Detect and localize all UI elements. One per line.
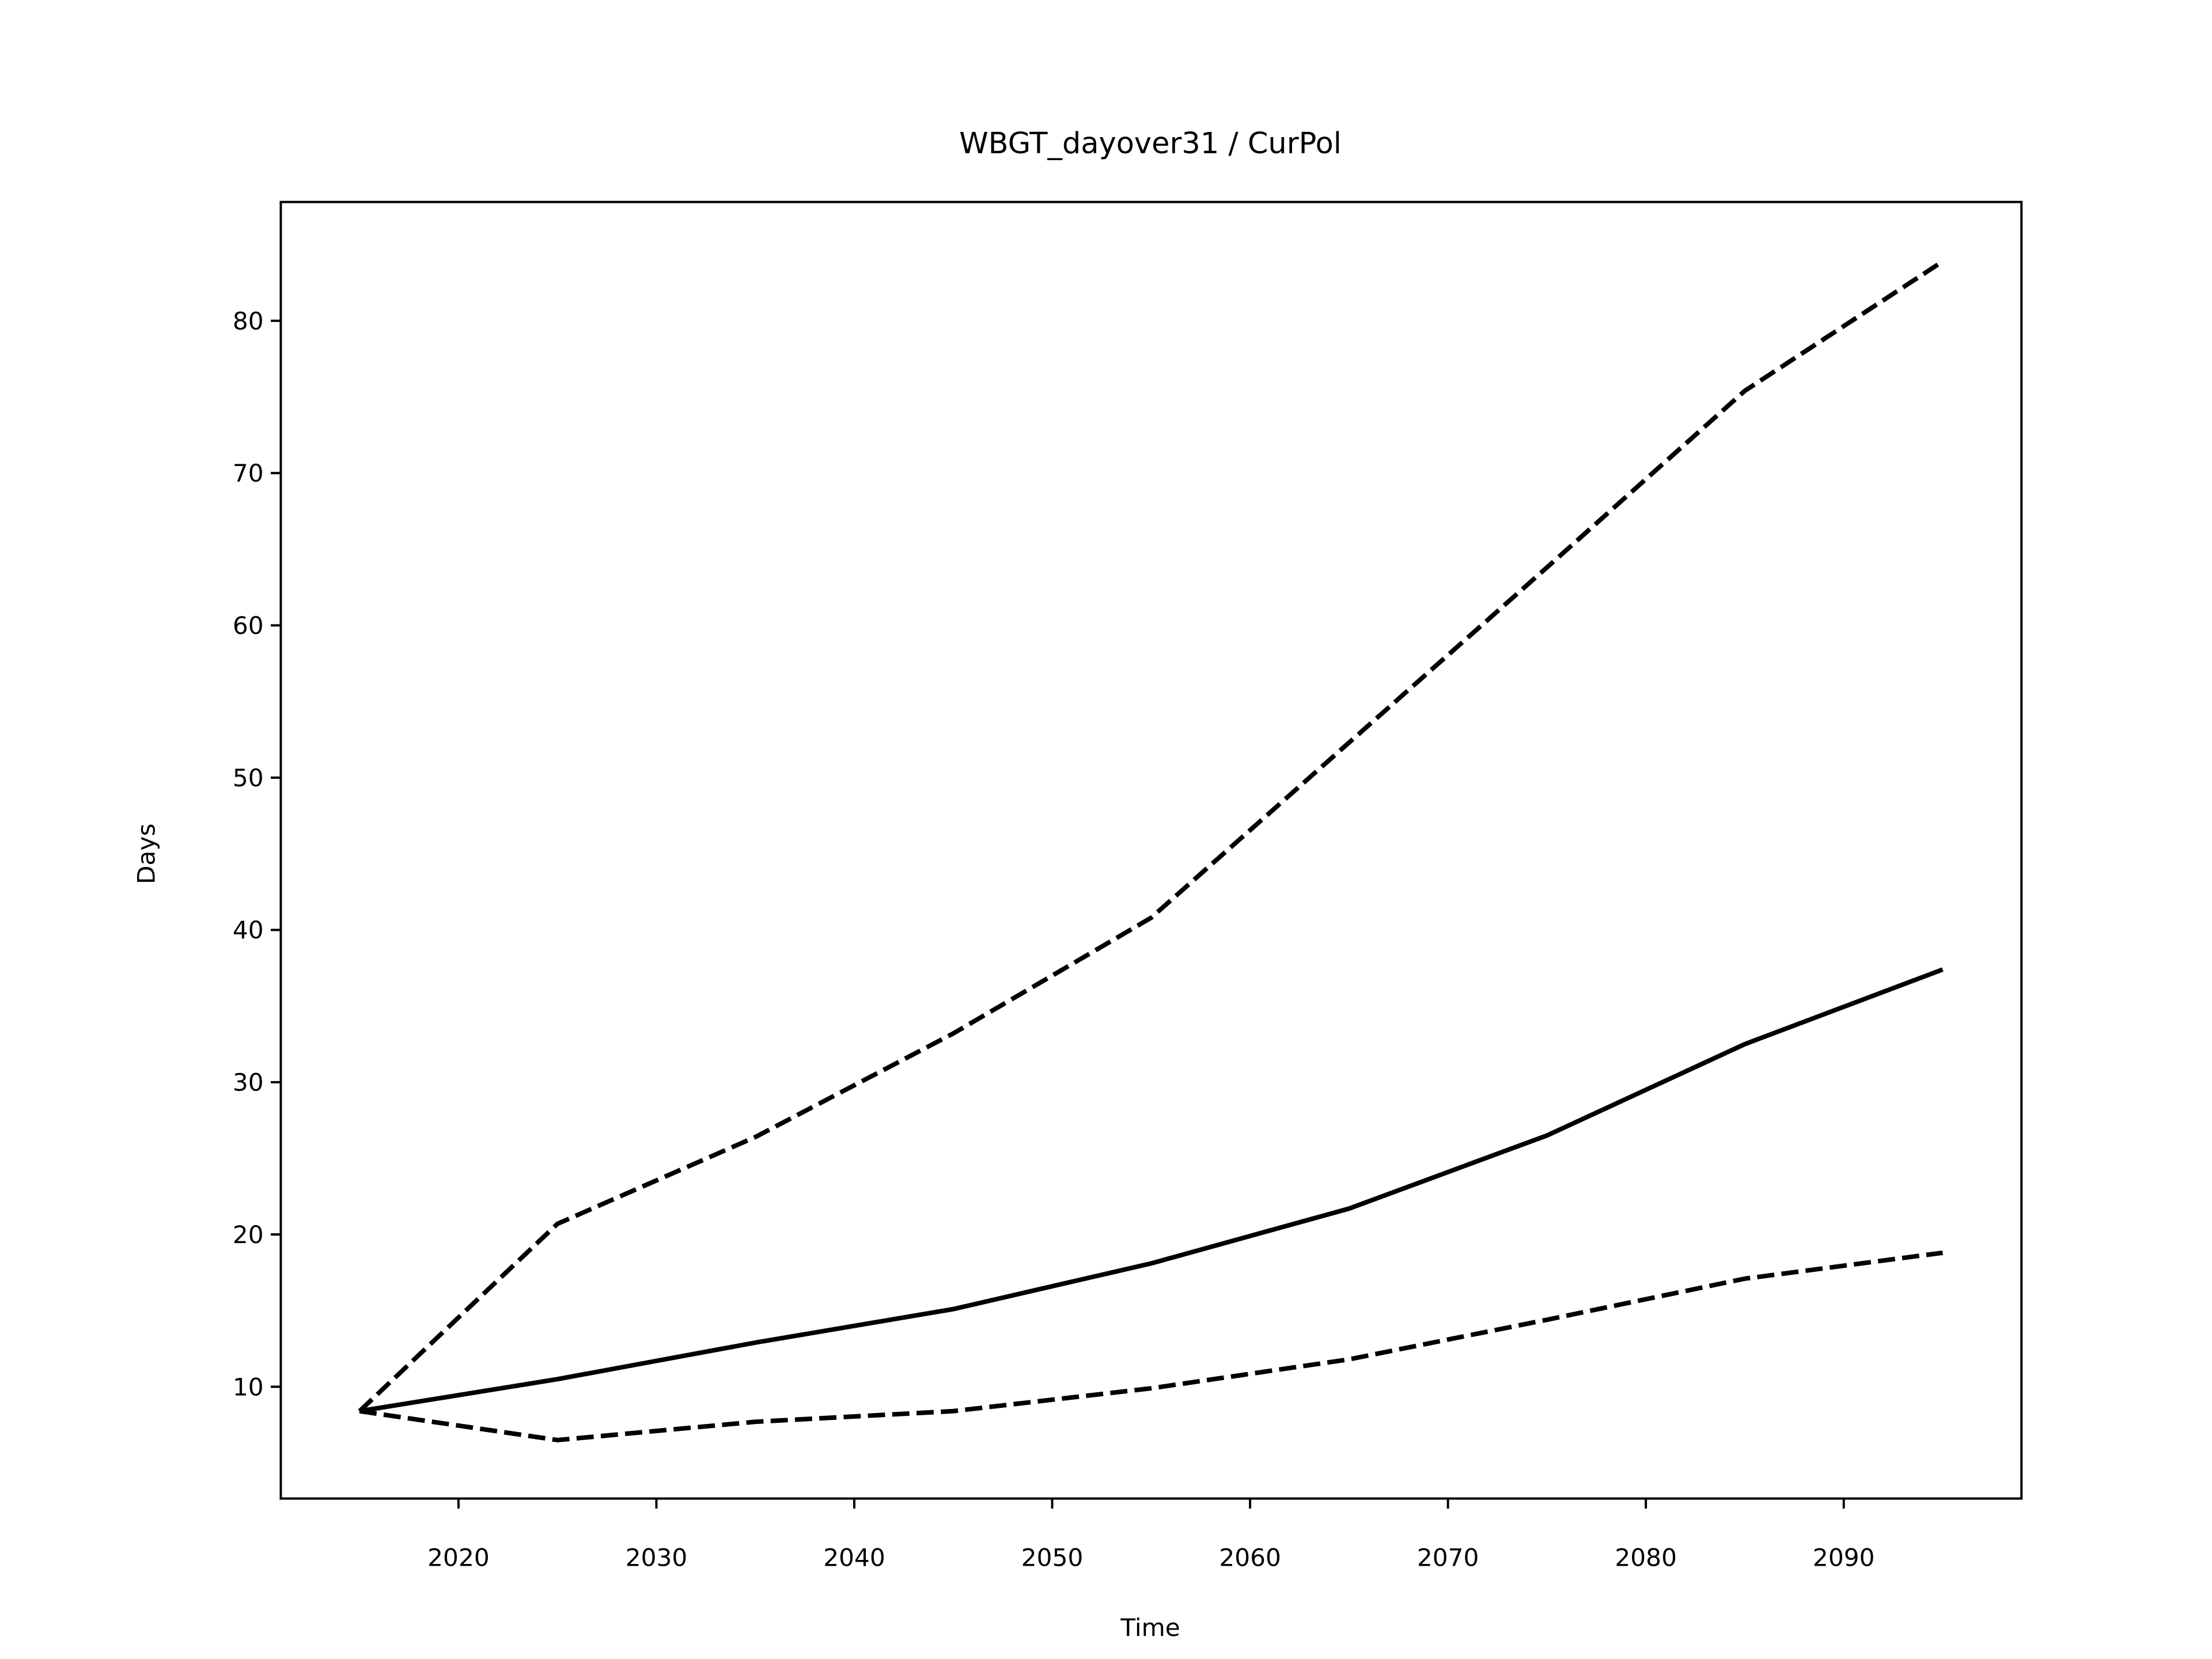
x-axis-label: Time [1120,1613,1180,1642]
y-tick-label: 10 [233,1373,264,1401]
x-tick-label: 2090 [1813,1543,1875,1571]
y-tick-label: 70 [233,459,264,487]
line-series [359,967,1944,1414]
y-tick-label: 60 [233,612,264,640]
x-tick-label: 2020 [427,1543,490,1571]
x-tick-label: 2040 [823,1543,885,1571]
x-tick-label: 2080 [1615,1543,1677,1571]
line-series [358,259,1944,1413]
y-tick-label: 80 [233,307,264,335]
x-tick-label: 2030 [626,1543,688,1571]
y-tick-label: 50 [233,764,264,792]
plot-frame [279,200,2023,1500]
chart-title: WBGT_dayover31 / CurPol [959,127,1342,161]
x-tick-label: 2050 [1021,1543,1084,1571]
line-series [359,1250,1944,1442]
x-tick-label: 2070 [1417,1543,1479,1571]
y-tick-label: 40 [233,916,264,944]
y-tick-label: 30 [233,1069,264,1097]
y-tick-label: 20 [233,1221,264,1249]
x-tick-label: 2060 [1219,1543,1281,1571]
y-axis-label: Days [132,824,161,884]
